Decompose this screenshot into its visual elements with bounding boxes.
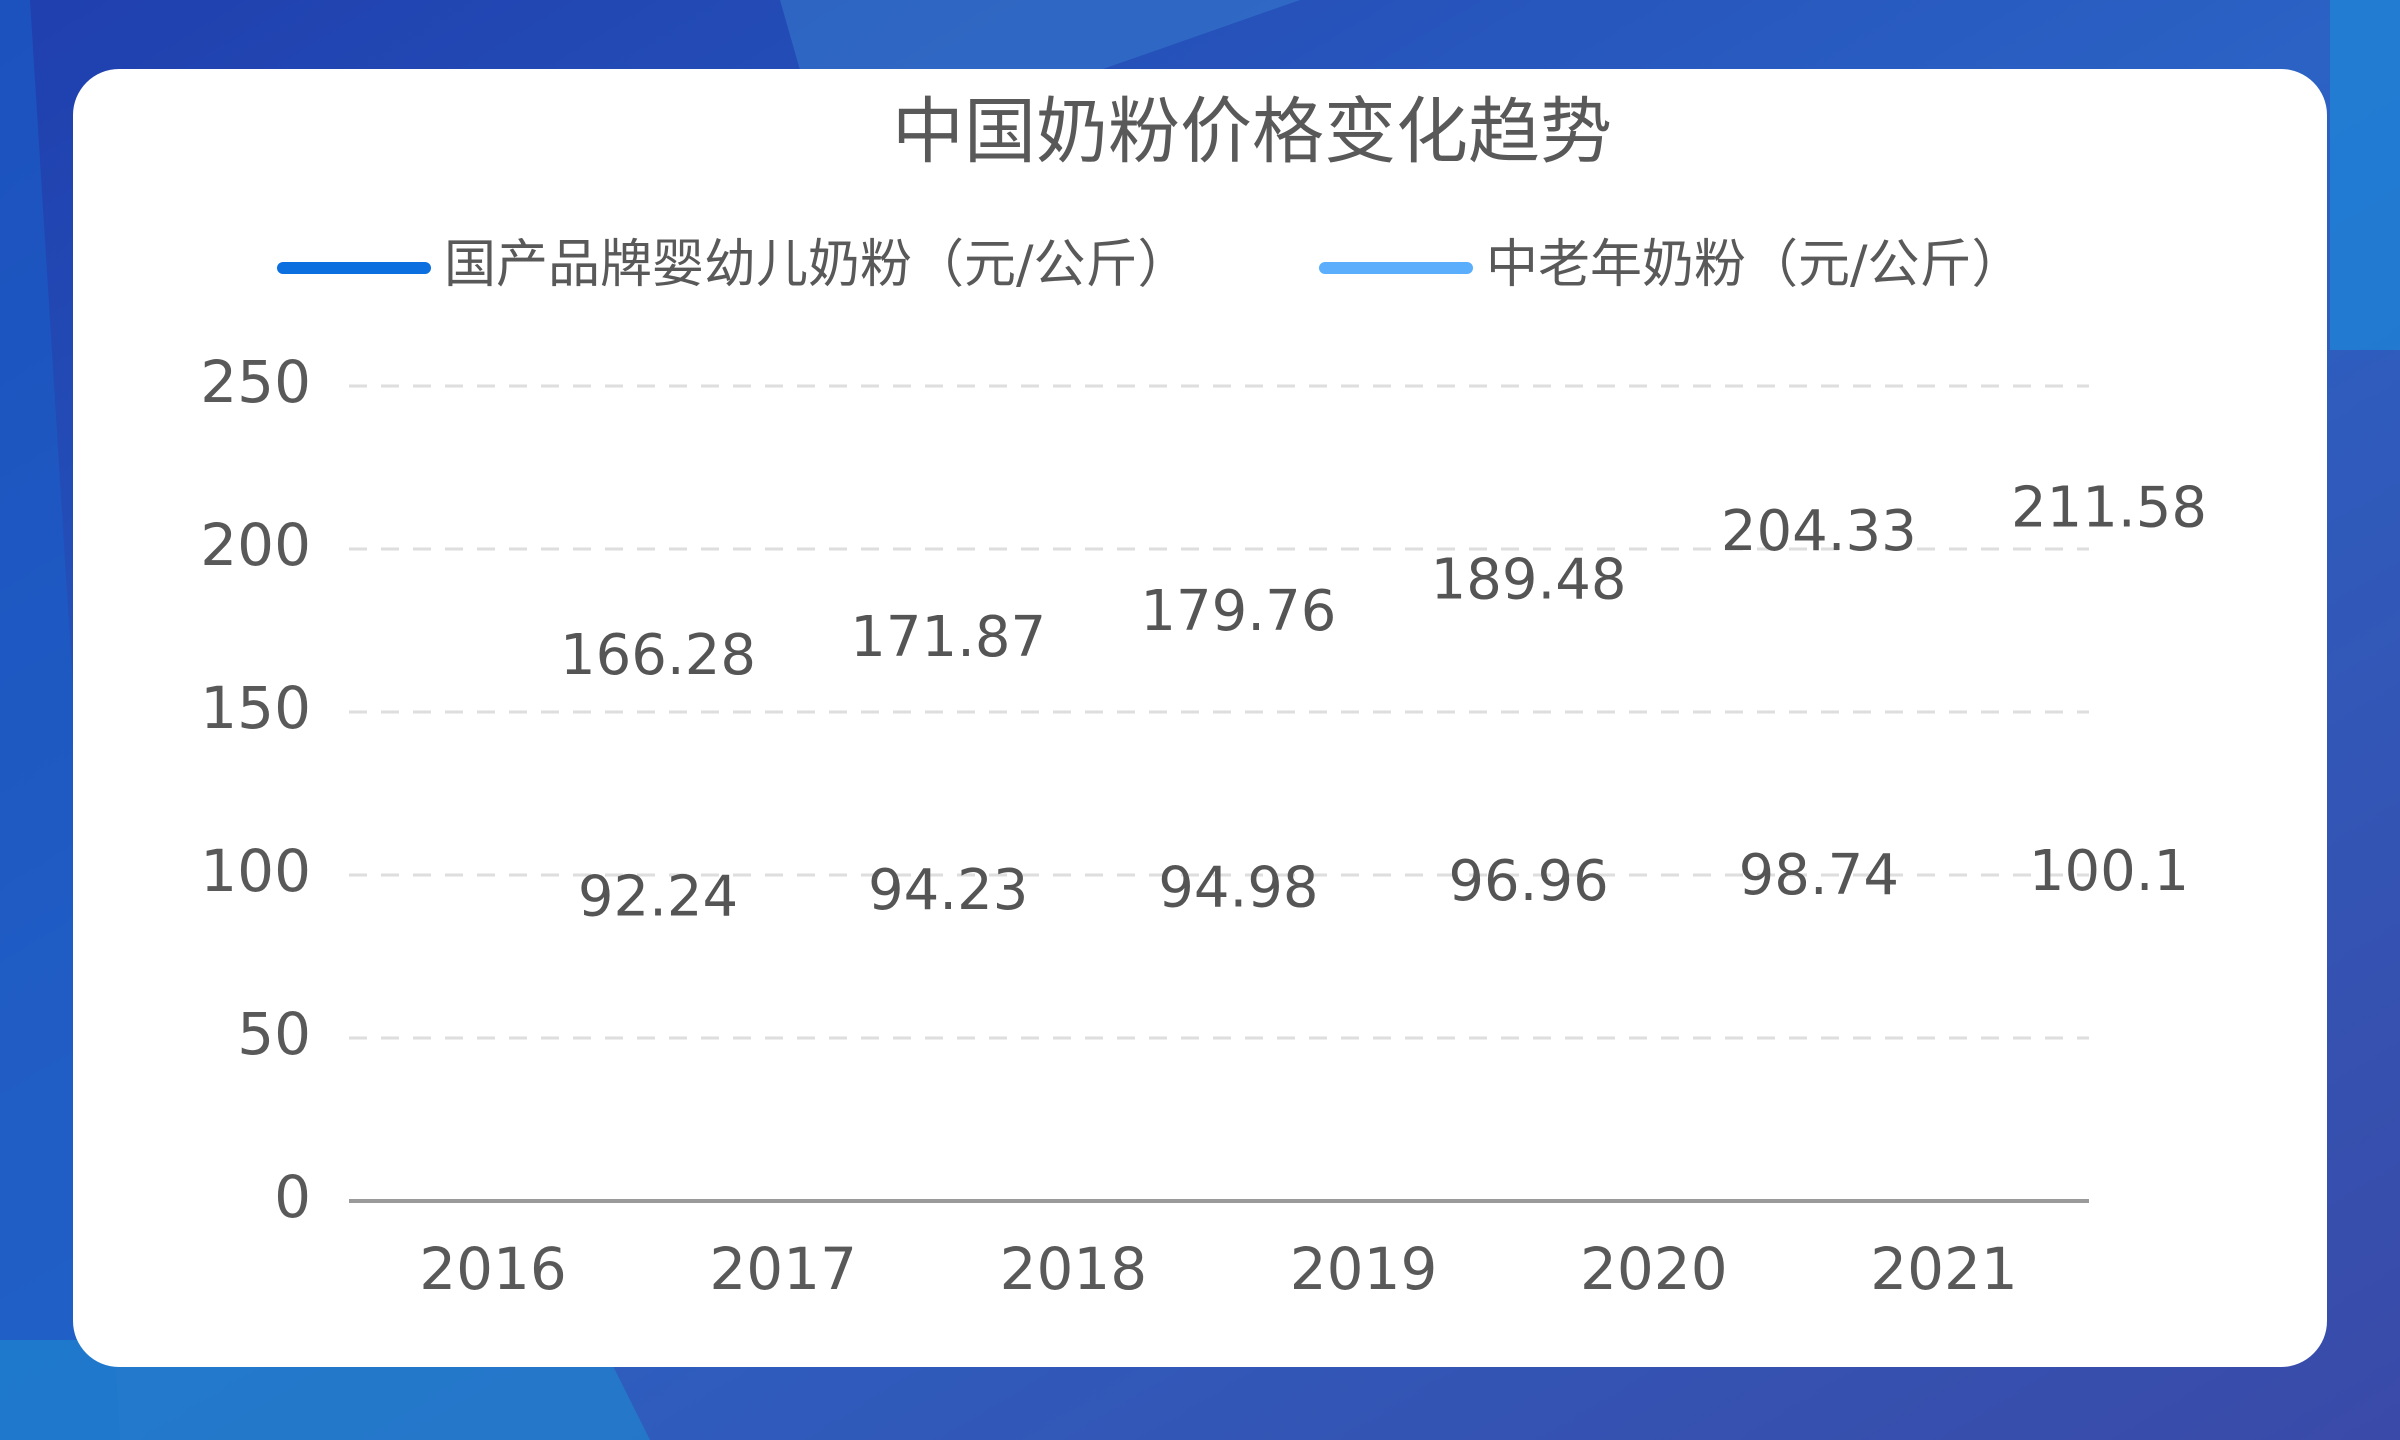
data-label: 166.28 [560,623,756,688]
y-tick-label: 50 [237,1000,311,1068]
x-tick-label: 2021 [1870,1235,2018,1303]
x-tick-label: 2017 [709,1235,857,1303]
y-tick-label: 200 [200,511,311,579]
data-label: 179.76 [1140,579,1336,644]
data-label: 92.24 [578,864,738,929]
chart-card [73,69,2327,1367]
legend-label: 国产品牌婴幼儿奶粉（元/公斤） [444,235,1190,295]
y-tick-label: 250 [200,348,311,416]
chart-title: 中国奶粉价格变化趋势 [892,90,1612,174]
background-shape [1990,0,2400,350]
data-label: 211.58 [2011,475,2207,540]
data-label: 94.23 [868,858,1028,923]
data-label: 100.1 [2029,839,2189,904]
x-tick-label: 2018 [1000,1235,1148,1303]
y-tick-label: 0 [274,1163,311,1231]
x-tick-label: 2016 [419,1235,567,1303]
x-tick-label: 2020 [1580,1235,1728,1303]
y-tick-label: 100 [200,837,311,905]
background-shape [780,0,1300,70]
data-label: 96.96 [1448,849,1608,914]
y-tick-label: 150 [200,674,311,742]
legend-label: 中老年奶粉（元/公斤） [1486,235,2024,295]
x-tick-label: 2019 [1290,1235,1438,1303]
data-label: 171.87 [850,605,1046,670]
data-label: 189.48 [1431,547,1627,612]
data-label: 98.74 [1739,843,1899,908]
data-label: 94.98 [1158,856,1318,921]
data-label: 204.33 [1721,499,1917,564]
